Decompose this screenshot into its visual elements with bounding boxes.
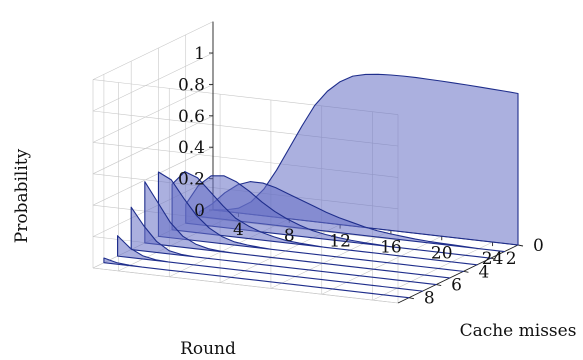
series-slice-1	[198, 181, 505, 253]
y-tick	[463, 270, 469, 273]
z-tick-label: 0.6	[178, 107, 205, 127]
x-tick-label: 24	[482, 249, 504, 269]
series-slice-8	[103, 257, 410, 299]
z-tick-label: 0.2	[178, 170, 205, 190]
x-axis-label: Round	[180, 339, 236, 359]
grid-line	[270, 230, 392, 289]
y-tick-label: 0	[533, 236, 544, 256]
x-tick-label: 12	[329, 232, 351, 252]
y-axis-line	[397, 244, 519, 304]
z-axis-label: Probability	[12, 148, 32, 243]
x-tick-label: 8	[284, 226, 295, 246]
box-edge	[92, 267, 399, 304]
z-tick-label: 0.8	[178, 75, 205, 95]
grid-line	[92, 84, 214, 143]
series-slice-4	[157, 171, 464, 272]
y-axis-label: Cache misses	[460, 321, 577, 341]
series-group	[103, 73, 519, 299]
grid-line	[92, 115, 214, 175]
labels: Round Cache misses Probability 4 8 12 16 20 2…	[12, 44, 576, 359]
grid-line	[321, 235, 442, 295]
box-edge	[92, 21, 214, 80]
y-tick	[517, 244, 524, 247]
series-slice-3	[171, 171, 478, 266]
grid-line	[92, 146, 214, 206]
grid-line	[372, 241, 493, 301]
x-tick-label: 4	[233, 220, 244, 240]
x-tick-label: 16	[380, 237, 402, 257]
y-tick-label: 8	[424, 289, 435, 309]
series-slice-5	[144, 181, 451, 279]
y-tick-label: 4	[478, 262, 489, 282]
x-tick-label: 20	[431, 243, 453, 263]
z-tick-label: 0.4	[178, 138, 205, 158]
y-tick	[436, 284, 442, 286]
y-tick-label: 2	[506, 249, 517, 269]
y-tick	[408, 297, 414, 300]
series-slice-6	[130, 206, 437, 286]
y-tick-label: 6	[451, 276, 462, 296]
y-tick	[490, 257, 496, 260]
grid-line	[92, 52, 214, 112]
series-slice-2	[185, 175, 492, 259]
series-slice-7	[117, 235, 424, 292]
z-tick-label: 1	[194, 44, 205, 64]
z-tick-label: 0	[194, 201, 205, 221]
